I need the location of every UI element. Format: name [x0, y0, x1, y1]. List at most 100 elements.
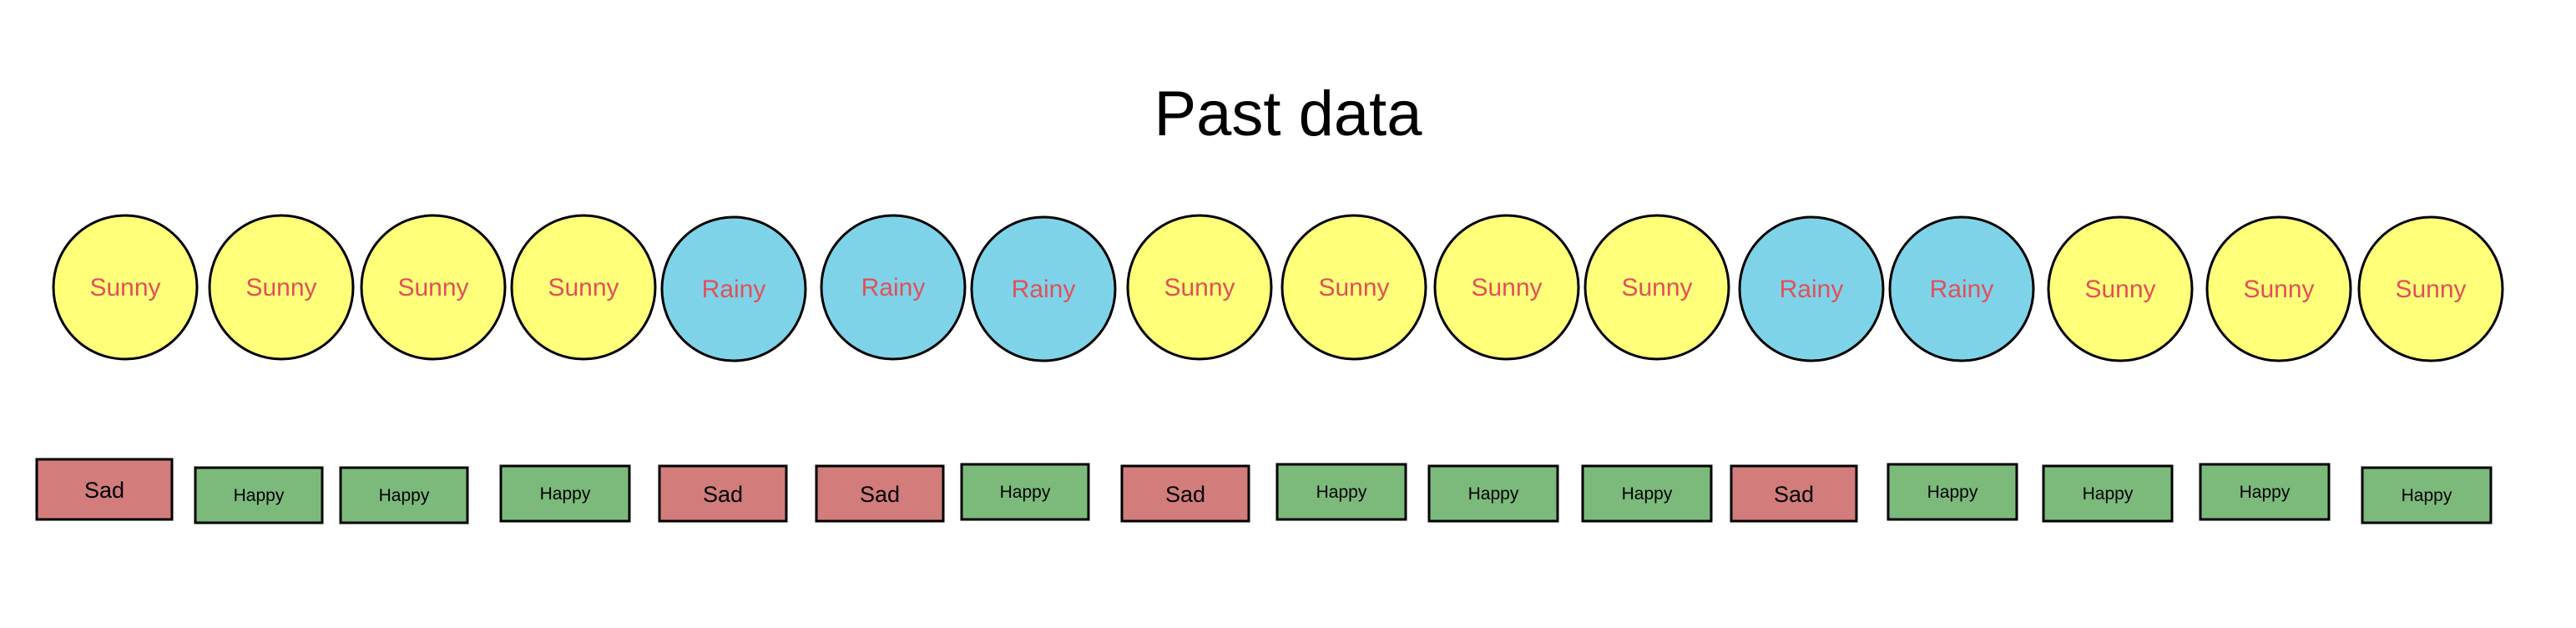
weather-node-sunny: Sunny [208, 214, 355, 361]
weather-label: Rainy [861, 274, 926, 301]
mood-node-happy: Happy [2361, 466, 2493, 524]
sunny-circle [1126, 214, 1273, 361]
weather-node-sunny: Sunny [360, 214, 507, 361]
happy-box [499, 464, 631, 523]
mood-label: Happy [1927, 483, 1978, 502]
mood-label: Happy [2402, 486, 2452, 505]
mood-label: Sad [84, 478, 124, 503]
mood-node-happy: Happy [1427, 464, 1559, 523]
weather-label: Sunny [245, 274, 316, 301]
sad-box [1120, 464, 1250, 523]
weather-label: Sunny [548, 274, 619, 301]
sunny-circle [510, 214, 657, 361]
weather-node-sunny: Sunny [2047, 215, 2194, 362]
mood-node-sad: Sad [815, 464, 945, 523]
mood-node-happy: Happy [194, 466, 324, 524]
weather-node-sunny: Sunny [510, 214, 657, 361]
weather-node-rainy: Rainy [1888, 215, 2035, 362]
mood-node-happy: Happy [499, 464, 631, 523]
happy-box [1275, 463, 1407, 521]
sunny-circle [1433, 214, 1580, 361]
mood-node-happy: Happy [1887, 463, 2018, 521]
mood-label: Sad [1165, 482, 1205, 507]
weather-node-sunny: Sunny [2205, 215, 2352, 362]
weather-label: Sunny [1471, 274, 1542, 301]
weather-node-rainy: Rainy [820, 214, 967, 361]
weather-label: Rainy [1012, 276, 1076, 303]
weather-node-rainy: Rainy [1738, 215, 1885, 362]
weather-label: Rainy [702, 276, 766, 303]
weather-node-sunny: Sunny [1280, 214, 1427, 361]
mood-node-happy: Happy [339, 466, 469, 524]
mood-label: Happy [1000, 483, 1051, 502]
mood-label: Happy [379, 486, 430, 505]
happy-box [2199, 463, 2331, 521]
rainy-circle [970, 215, 1117, 362]
sunny-circle [360, 214, 507, 361]
mood-row: Sad Happy Happy Happy Sad Sad Happy Sad Happy Hap… [35, 458, 2493, 524]
diagram-title: Past data [1154, 78, 1422, 149]
happy-box [194, 466, 324, 524]
weather-node-rainy: Rainy [660, 215, 807, 362]
mood-label: Happy [1468, 484, 1519, 504]
mood-label: Happy [2240, 483, 2291, 502]
mood-node-happy: Happy [2042, 464, 2174, 523]
mood-label: Happy [540, 484, 591, 504]
weather-label: Sunny [1318, 274, 1389, 301]
mood-label: Sad [860, 482, 900, 507]
weather-label: Sunny [2243, 276, 2314, 303]
weather-node-sunny: Sunny [1433, 214, 1580, 361]
sunny-circle [1280, 214, 1427, 361]
happy-box [2042, 464, 2174, 523]
rainy-circle [820, 214, 967, 361]
mood-label: Sad [703, 482, 743, 507]
rainy-circle [1738, 215, 1885, 362]
weather-label: Rainy [1780, 276, 1844, 303]
weather-node-sunny: Sunny [2357, 215, 2504, 362]
weather-node-sunny: Sunny [1126, 214, 1273, 361]
sad-box [1730, 464, 1858, 523]
sad-box [815, 464, 945, 523]
happy-box [339, 466, 469, 524]
sunny-circle [52, 214, 199, 361]
weather-row: Sunny Sunny Sunny Sunny Rainy Rainy Rainy Sunny… [52, 214, 2504, 362]
weather-label: Sunny [2395, 276, 2466, 303]
happy-box [1581, 464, 1713, 523]
mood-label: Happy [234, 486, 285, 505]
weather-node-sunny: Sunny [1583, 214, 1730, 361]
sunny-circle [2047, 215, 2194, 362]
weather-label: Sunny [397, 274, 468, 301]
weather-label: Sunny [1164, 274, 1235, 301]
happy-box [960, 463, 1090, 521]
sad-box [35, 458, 174, 521]
weather-node-sunny: Sunny [52, 214, 199, 361]
rainy-circle [1888, 215, 2035, 362]
mood-node-happy: Happy [1581, 464, 1713, 523]
weather-node-rainy: Rainy [970, 215, 1117, 362]
mood-label: Happy [1622, 484, 1673, 504]
happy-box [1427, 464, 1559, 523]
mood-node-sad: Sad [1730, 464, 1858, 523]
sunny-circle [208, 214, 355, 361]
weather-label: Sunny [2084, 276, 2155, 303]
mood-node-sad: Sad [35, 458, 174, 521]
sunny-circle [1583, 214, 1730, 361]
sad-box [658, 464, 788, 523]
mood-node-happy: Happy [960, 463, 1090, 521]
mood-label: Happy [2083, 484, 2134, 504]
mood-node-sad: Sad [658, 464, 788, 523]
mood-node-happy: Happy [2199, 463, 2331, 521]
weather-label: Sunny [89, 274, 160, 301]
weather-label: Rainy [1930, 276, 1994, 303]
sunny-circle [2205, 215, 2352, 362]
sunny-circle [2357, 215, 2504, 362]
mood-label: Sad [1774, 482, 1814, 507]
mood-node-sad: Sad [1120, 464, 1250, 523]
weather-label: Sunny [1621, 274, 1692, 301]
happy-box [2361, 466, 2493, 524]
rainy-circle [660, 215, 807, 362]
happy-box [1887, 463, 2018, 521]
mood-node-happy: Happy [1275, 463, 1407, 521]
mood-label: Happy [1316, 483, 1367, 502]
